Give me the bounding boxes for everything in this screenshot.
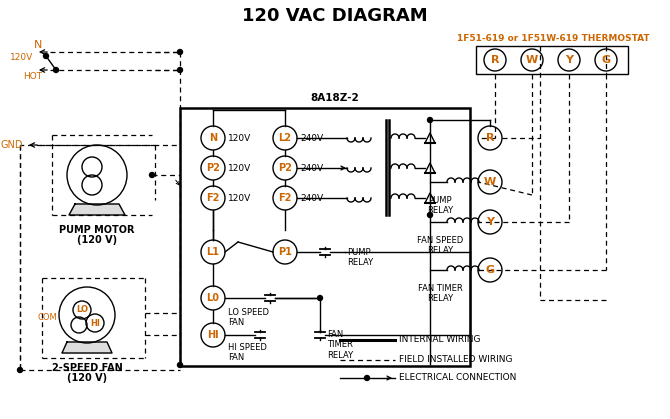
Text: HOT: HOT	[23, 72, 42, 81]
Circle shape	[318, 295, 322, 300]
Circle shape	[178, 67, 182, 72]
Text: N: N	[209, 133, 217, 143]
Text: G: G	[602, 55, 610, 65]
Text: 120 VAC DIAGRAM: 120 VAC DIAGRAM	[242, 7, 428, 25]
Text: P2: P2	[206, 163, 220, 173]
Bar	[476, 46, 628, 74]
Text: HI: HI	[90, 318, 100, 328]
Text: 240V: 240V	[300, 194, 323, 202]
Circle shape	[54, 67, 58, 72]
Text: L2: L2	[279, 133, 291, 143]
Text: L0: L0	[206, 293, 220, 303]
Text: LO: LO	[76, 305, 88, 315]
Text: 240V: 240V	[300, 134, 323, 142]
Text: W: W	[526, 55, 538, 65]
Text: PUMP
RELAY: PUMP RELAY	[427, 196, 453, 215]
Text: 120V: 120V	[10, 53, 34, 62]
Text: PUMP MOTOR: PUMP MOTOR	[59, 225, 135, 235]
Text: COM: COM	[38, 313, 57, 323]
Text: F2: F2	[278, 193, 291, 203]
Text: (120 V): (120 V)	[77, 235, 117, 245]
Text: INTERNAL WIRING: INTERNAL WIRING	[399, 336, 480, 344]
Circle shape	[427, 212, 433, 217]
Text: L1: L1	[206, 247, 220, 257]
Text: 2-SPEED FAN: 2-SPEED FAN	[52, 363, 123, 373]
Text: W: W	[484, 177, 496, 187]
Text: 120V: 120V	[228, 194, 251, 202]
Circle shape	[44, 54, 48, 59]
Text: ELECTRICAL CONNECTION: ELECTRICAL CONNECTION	[399, 373, 517, 383]
Text: R: R	[486, 133, 494, 143]
Text: P2: P2	[278, 163, 292, 173]
Text: G: G	[486, 265, 494, 275]
Circle shape	[178, 49, 182, 54]
Text: (120 V): (120 V)	[67, 373, 107, 383]
Text: GND: GND	[1, 140, 23, 150]
Circle shape	[17, 367, 23, 372]
Text: Y: Y	[486, 217, 494, 227]
Text: LO SPEED
FAN: LO SPEED FAN	[228, 308, 269, 327]
Text: 120V: 120V	[228, 134, 251, 142]
Text: 1F51-619 or 1F51W-619 THERMOSTAT: 1F51-619 or 1F51W-619 THERMOSTAT	[457, 34, 649, 42]
Text: N: N	[34, 40, 42, 50]
Text: 240V: 240V	[300, 163, 323, 173]
Text: HI SPEED
FAN: HI SPEED FAN	[228, 343, 267, 362]
Text: F2: F2	[206, 193, 220, 203]
Text: HI: HI	[207, 330, 219, 340]
Text: Y: Y	[565, 55, 573, 65]
Polygon shape	[62, 342, 112, 353]
Text: FAN SPEED
RELAY: FAN SPEED RELAY	[417, 236, 463, 256]
Bar	[180, 108, 470, 366]
Text: 8A18Z-2: 8A18Z-2	[310, 93, 358, 103]
Text: FAN TIMER
RELAY: FAN TIMER RELAY	[417, 284, 462, 303]
Text: PUMP
RELAY: PUMP RELAY	[347, 248, 373, 267]
Circle shape	[364, 375, 369, 380]
Polygon shape	[69, 204, 125, 215]
Circle shape	[149, 173, 155, 178]
Text: FIELD INSTALLED WIRING: FIELD INSTALLED WIRING	[399, 355, 513, 365]
Circle shape	[178, 362, 182, 367]
Text: P1: P1	[278, 247, 292, 257]
Text: 120V: 120V	[228, 163, 251, 173]
Circle shape	[427, 117, 433, 122]
Text: R: R	[490, 55, 499, 65]
Text: FAN
TIMER
RELAY: FAN TIMER RELAY	[327, 330, 353, 360]
